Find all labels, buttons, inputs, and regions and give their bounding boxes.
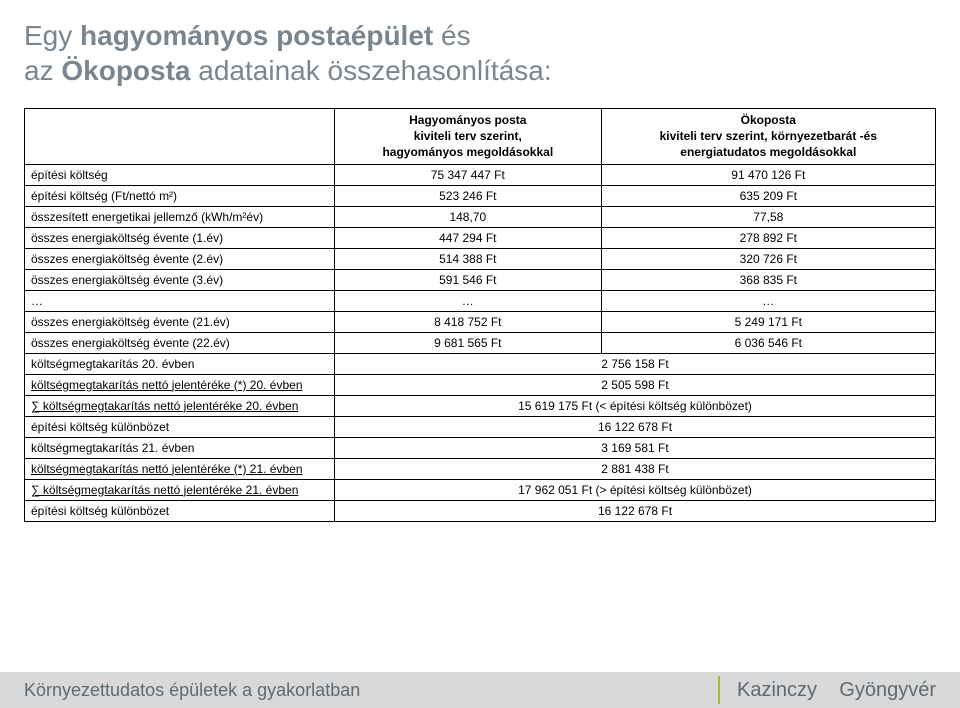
row-col2: 320 726 Ft <box>601 248 935 269</box>
slide-title: Egy hagyományos postaépület és az Ökopos… <box>0 0 960 88</box>
row-label: költségmegtakarítás 21. évben <box>25 437 335 458</box>
title-line2-part2: adatainak összehasonlítása: <box>191 55 552 86</box>
row-label: építési költség különbözet <box>25 416 335 437</box>
table-row: ∑ költségmegtakarítás nettó jelentéréke … <box>25 479 936 500</box>
row-col2: 77,58 <box>601 206 935 227</box>
table-row: összes energiaköltség évente (1.év)447 2… <box>25 227 936 248</box>
table-row: összes energiaköltség évente (3.év)591 5… <box>25 269 936 290</box>
header-row: Hagyományos postakiviteli terv szerint,h… <box>25 109 936 165</box>
row-col1: 8 418 752 Ft <box>335 311 602 332</box>
row-merged-value: 15 619 175 Ft (< építési költség különbö… <box>335 395 936 416</box>
table-row: építési költség (Ft/nettó m²)523 246 Ft6… <box>25 185 936 206</box>
table-row: költségmegtakarítás 21. évben3 169 581 F… <box>25 437 936 458</box>
row-merged-value: 2 505 598 Ft <box>335 374 936 395</box>
row-merged-value: 2 881 438 Ft <box>335 458 936 479</box>
row-label: ∑ költségmegtakarítás nettó jelentéréke … <box>25 395 335 416</box>
row-col2: 635 209 Ft <box>601 185 935 206</box>
row-col2: 5 249 171 Ft <box>601 311 935 332</box>
table-row: költségmegtakarítás nettó jelentéréke (*… <box>25 458 936 479</box>
comparison-table-wrap: Hagyományos postakiviteli terv szerint,h… <box>24 108 936 522</box>
row-label: költségmegtakarítás nettó jelentéréke (*… <box>25 374 335 395</box>
footer-accent-bar <box>718 676 720 704</box>
row-label: építési költség <box>25 164 335 185</box>
table-row: ……… <box>25 290 936 311</box>
table-row: összes energiaköltség évente (2.év)514 3… <box>25 248 936 269</box>
row-label: építési költség (Ft/nettó m²) <box>25 185 335 206</box>
title-line1-part2: és <box>433 20 470 51</box>
table-row: költségmegtakarítás 20. évben2 756 158 F… <box>25 353 936 374</box>
footer: Környezettudatos épületek a gyakorlatban… <box>0 656 960 708</box>
table-body: építési költség75 347 447 Ft91 470 126 F… <box>25 164 936 521</box>
row-col1: 75 347 447 Ft <box>335 164 602 185</box>
header-col2: Ökopostakiviteli terv szerint, környezet… <box>601 109 935 165</box>
footer-first-name: Gyöngyvér <box>839 679 936 701</box>
row-col2: 6 036 546 Ft <box>601 332 935 353</box>
title-line2-part1: az <box>24 55 61 86</box>
row-col2: … <box>601 290 935 311</box>
table-row: összes energiaköltség évente (21.év)8 41… <box>25 311 936 332</box>
row-col1: 148,70 <box>335 206 602 227</box>
row-col1: 523 246 Ft <box>335 185 602 206</box>
row-col1: 447 294 Ft <box>335 227 602 248</box>
table-row: összesített energetikai jellemző (kWh/m²… <box>25 206 936 227</box>
row-label: összes energiaköltség évente (3.év) <box>25 269 335 290</box>
table-row: építési költség különbözet16 122 678 Ft <box>25 500 936 521</box>
row-merged-value: 2 756 158 Ft <box>335 353 936 374</box>
row-label: összes energiaköltség évente (21.év) <box>25 311 335 332</box>
table-row: összes energiaköltség évente (22.év)9 68… <box>25 332 936 353</box>
row-merged-value: 16 122 678 Ft <box>335 500 936 521</box>
table-row: költségmegtakarítás nettó jelentéréke (*… <box>25 374 936 395</box>
row-label: összes energiaköltség évente (1.év) <box>25 227 335 248</box>
header-col1: Hagyományos postakiviteli terv szerint,h… <box>335 109 602 165</box>
row-label: költségmegtakarítás 20. évben <box>25 353 335 374</box>
table-row: építési költség különbözet16 122 678 Ft <box>25 416 936 437</box>
row-col2: 368 835 Ft <box>601 269 935 290</box>
row-col1: … <box>335 290 602 311</box>
footer-last-name: Kazinczy <box>737 679 817 701</box>
row-label: összesített energetikai jellemző (kWh/m²… <box>25 206 335 227</box>
row-label: összes energiaköltség évente (22.év) <box>25 332 335 353</box>
title-line2-bold: Ökoposta <box>61 55 190 86</box>
row-merged-value: 16 122 678 Ft <box>335 416 936 437</box>
footer-left-text: Környezettudatos épületek a gyakorlatban <box>24 680 360 701</box>
table-row: ∑ költségmegtakarítás nettó jelentéréke … <box>25 395 936 416</box>
row-merged-value: 17 962 051 Ft (> építési költség különbö… <box>335 479 936 500</box>
row-col1: 591 546 Ft <box>335 269 602 290</box>
comparison-table: Hagyományos postakiviteli terv szerint,h… <box>24 108 936 522</box>
row-col1: 9 681 565 Ft <box>335 332 602 353</box>
title-line1-part1: Egy <box>24 20 80 51</box>
title-line1-bold: hagyományos postaépület <box>80 20 433 51</box>
footer-right-name: Kazinczy Gyöngyvér <box>737 679 936 702</box>
row-label: költségmegtakarítás nettó jelentéréke (*… <box>25 458 335 479</box>
row-col1: 514 388 Ft <box>335 248 602 269</box>
row-merged-value: 3 169 581 Ft <box>335 437 936 458</box>
table-row: építési költség75 347 447 Ft91 470 126 F… <box>25 164 936 185</box>
row-label: összes energiaköltség évente (2.év) <box>25 248 335 269</box>
row-label: ∑ költségmegtakarítás nettó jelentéréke … <box>25 479 335 500</box>
row-label: … <box>25 290 335 311</box>
row-label: építési költség különbözet <box>25 500 335 521</box>
row-col2: 278 892 Ft <box>601 227 935 248</box>
header-blank <box>25 109 335 165</box>
row-col2: 91 470 126 Ft <box>601 164 935 185</box>
